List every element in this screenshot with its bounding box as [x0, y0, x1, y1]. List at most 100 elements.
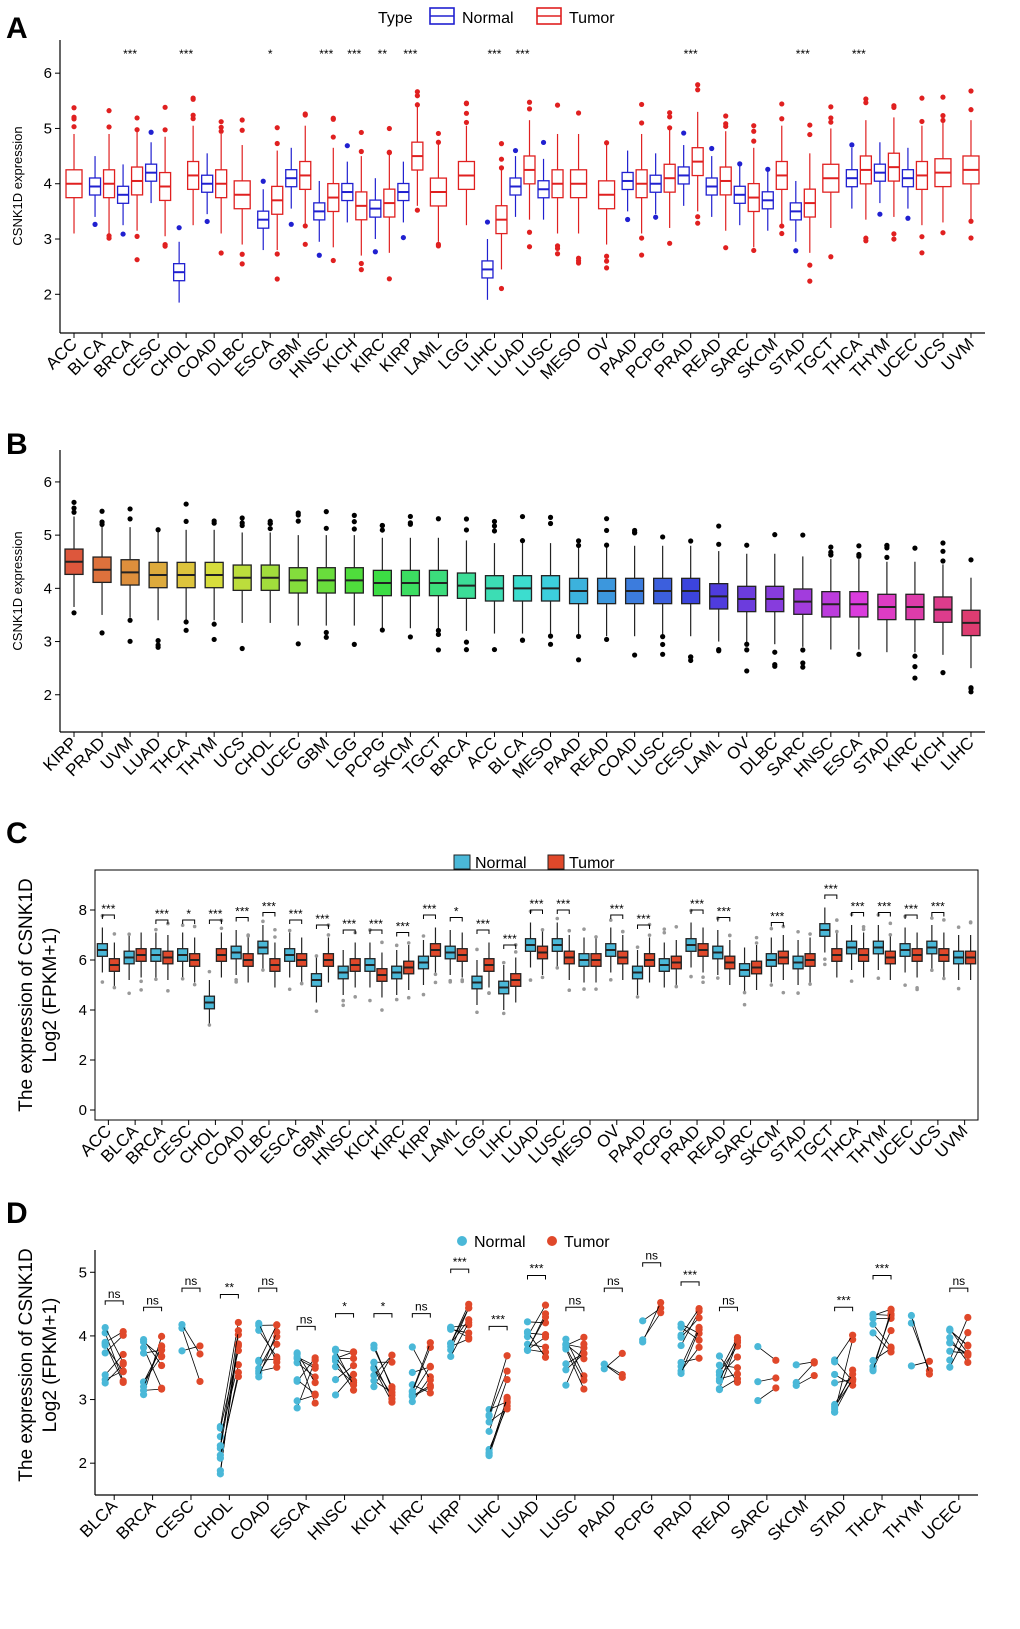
pair-group-KIRC	[408, 1339, 434, 1406]
outlier-point	[183, 501, 189, 507]
chart-d: D2345BLCABRCACESCCHOLCOADESCAHNSCKICHKIR…	[6, 1197, 978, 1545]
box-normal-OV	[605, 918, 617, 982]
outlier-point	[940, 94, 946, 100]
outlier-point	[681, 130, 687, 136]
significance-bracket	[296, 1325, 316, 1331]
point-normal	[216, 1451, 224, 1459]
box-normal-ACC	[96, 913, 109, 984]
outlier-point	[176, 225, 182, 231]
box-tumor-SKCM	[775, 101, 788, 237]
outlier-point	[582, 987, 586, 991]
outlier-point	[106, 235, 112, 241]
x-tick-label: BRCA	[113, 1496, 160, 1543]
box-tumor-SARC	[747, 123, 760, 254]
box-tumor-TGCT	[822, 104, 840, 260]
point-normal	[831, 1408, 839, 1416]
box-tumor-LUAD	[536, 927, 549, 980]
outlier-point	[407, 513, 413, 520]
chart-b: B23456KIRPPRADUVMLUADTHCATHYMUCSCHOLUCEC…	[6, 428, 985, 782]
pair-line	[757, 1387, 777, 1401]
outlier-point	[344, 143, 350, 149]
pair-line	[795, 1362, 815, 1383]
point-tumor	[119, 1350, 127, 1359]
box-normal-UCEC	[901, 147, 915, 221]
outlier-point	[620, 929, 625, 934]
box-tumor-HNSC	[349, 930, 361, 999]
outlier-point	[112, 985, 117, 990]
outlier-point	[856, 543, 862, 549]
point-normal	[715, 1377, 724, 1385]
box-tumor-PCPG	[663, 110, 676, 246]
point-normal	[101, 1323, 109, 1332]
outlier-point	[358, 129, 364, 136]
point-normal	[523, 1318, 532, 1326]
significance-bracket	[235, 917, 249, 922]
significance-label: ***	[852, 47, 866, 61]
outlier-point	[463, 110, 470, 116]
outlier-point	[379, 522, 385, 529]
point-tumor	[580, 1349, 588, 1358]
outlier-point	[71, 505, 77, 511]
outlier-point	[594, 987, 598, 991]
outlier-point	[71, 124, 77, 130]
outlier-point	[861, 924, 866, 929]
x-tick-label: KIRC	[386, 1496, 428, 1538]
outlier-point	[218, 119, 224, 125]
box-tumor-ACC	[108, 932, 121, 990]
outlier-point	[127, 617, 133, 623]
significance-label: ***	[637, 912, 651, 926]
outlier-point	[828, 544, 834, 550]
outlier-point	[435, 516, 442, 522]
point-normal	[293, 1355, 301, 1363]
outlier-point	[239, 515, 245, 521]
significance-label: ***	[289, 907, 303, 921]
point-normal	[178, 1347, 186, 1355]
point-normal	[255, 1358, 263, 1366]
box-normal-MESO	[578, 927, 590, 991]
outlier-point	[540, 139, 547, 146]
outlier-point	[942, 918, 946, 922]
outlier-point	[940, 117, 946, 123]
outlier-point	[435, 647, 442, 653]
legend-label-normal: Normal	[474, 1234, 526, 1251]
box-normal-ESCA	[284, 928, 296, 992]
significance-bracket	[181, 1287, 201, 1293]
legend-swatch-tumor	[547, 1236, 557, 1246]
outlier-point	[728, 933, 732, 938]
outlier-point	[772, 532, 778, 538]
pair-line	[719, 1340, 738, 1382]
box-tumor-BRCA	[130, 115, 144, 263]
point-tumor	[119, 1331, 127, 1339]
outlier-point	[793, 248, 799, 254]
significance-label: ns	[415, 1300, 428, 1314]
outlier-point	[351, 526, 357, 532]
outlier-point	[779, 230, 785, 237]
point-normal	[946, 1347, 954, 1355]
outlier-point	[856, 651, 862, 657]
outlier-point	[498, 156, 505, 162]
outlier-point	[751, 123, 757, 129]
box-normal-STAD	[789, 180, 802, 254]
pair-group-THYM	[907, 1311, 934, 1378]
box-tumor-ACC	[65, 105, 83, 234]
box-PCPG	[372, 522, 392, 633]
pair-line	[450, 1322, 470, 1357]
significance-bracket	[155, 919, 169, 924]
pair-group-LUAD	[523, 1301, 550, 1361]
outlier-point	[526, 229, 533, 235]
significance-label: ***	[515, 47, 529, 61]
outlier-point	[667, 110, 673, 116]
y-tick-label: 6	[44, 65, 52, 82]
box-LUAD	[148, 527, 168, 650]
outlier-point	[330, 257, 336, 264]
outlier-point	[134, 233, 140, 239]
significance-label: ***	[319, 47, 333, 61]
pair-group-UCEC	[946, 1313, 972, 1371]
outlier-point	[940, 558, 946, 564]
outlier-point	[154, 927, 158, 932]
outlier-point	[689, 974, 693, 979]
significance-label: *	[186, 907, 191, 921]
box-normal-SARC	[738, 947, 751, 1007]
point-tumor	[541, 1348, 550, 1356]
outlier-point	[608, 918, 613, 922]
